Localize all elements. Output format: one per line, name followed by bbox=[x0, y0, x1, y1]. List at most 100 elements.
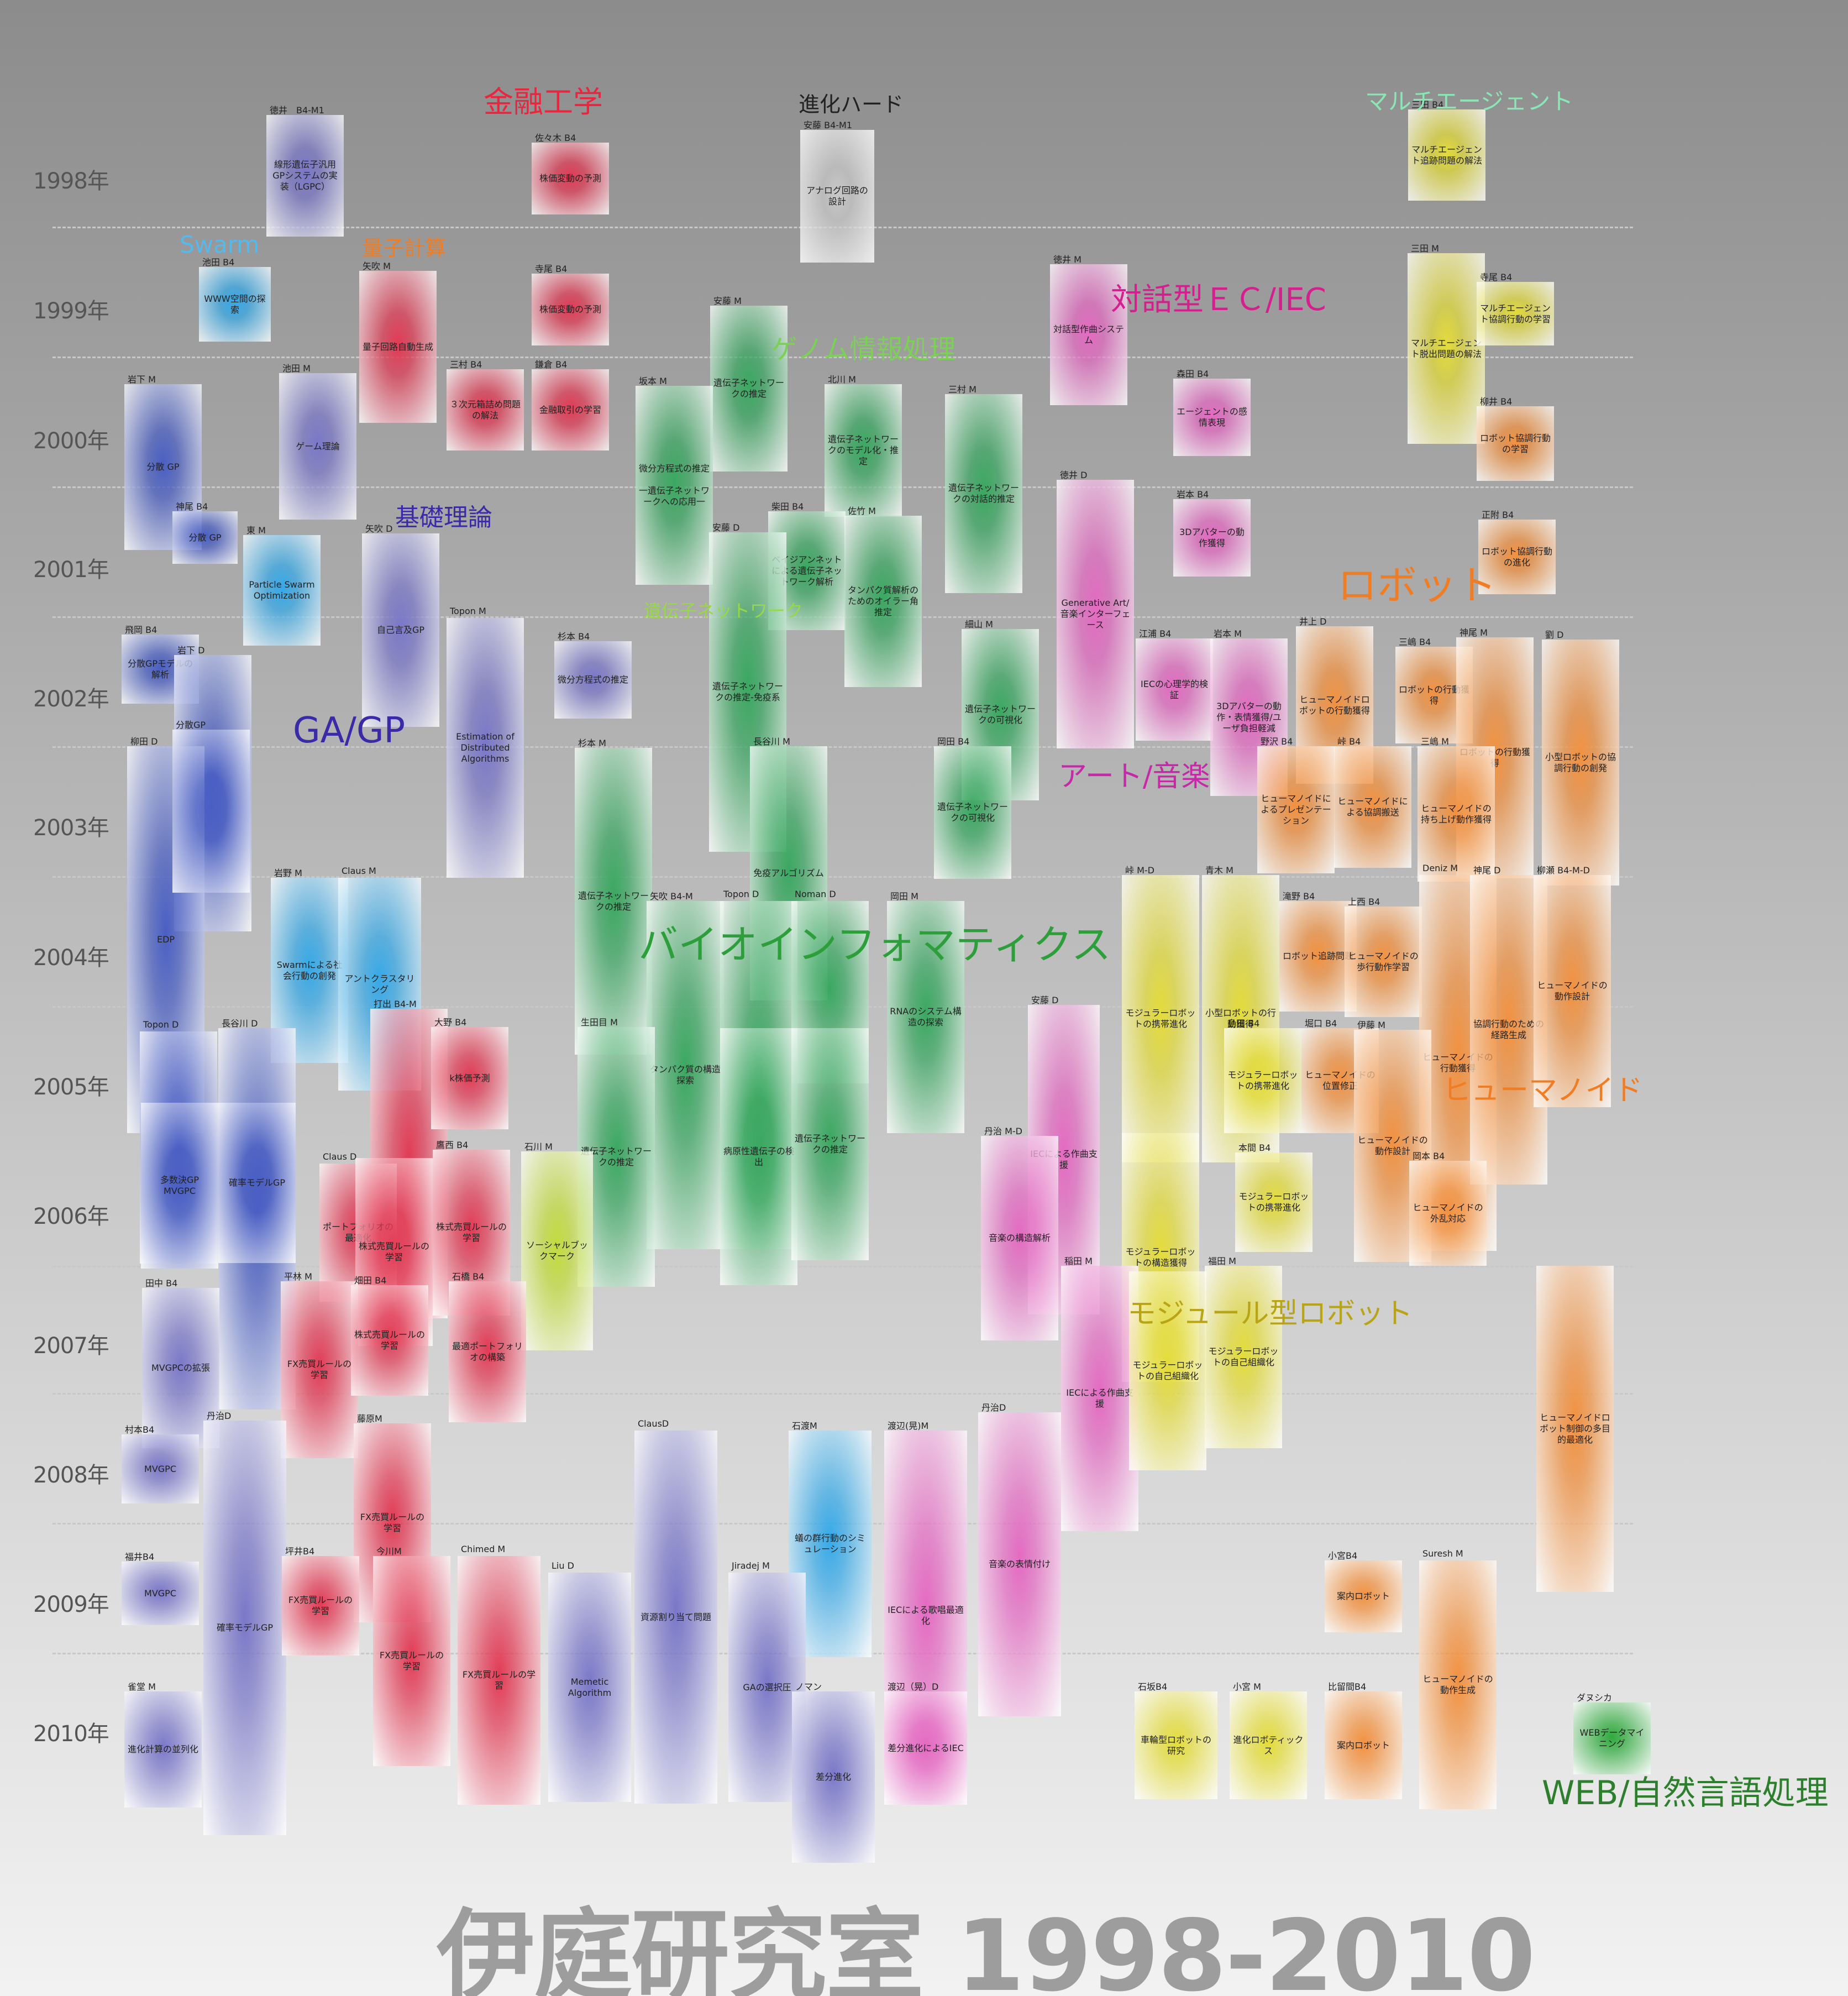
research-title: 差分進化 bbox=[815, 1772, 851, 1782]
researcher-name: 打出 B4-M bbox=[374, 999, 417, 1009]
research-title: ヒューマノイドによる協調搬送 bbox=[1337, 796, 1408, 818]
research-title: 車輪型ロボットの研究 bbox=[1140, 1734, 1211, 1756]
research-card: 遺伝子ネットワークの推定 bbox=[575, 748, 652, 1055]
research-card: WWW空間の探索 bbox=[199, 267, 271, 342]
research-card: 株価変動の予測 bbox=[532, 274, 609, 345]
research-title: 遺伝子ネットワークの可視化 bbox=[937, 801, 1008, 823]
researcher-name: 徳井 M bbox=[1053, 254, 1082, 265]
research-title: 免疫アルゴリズム bbox=[753, 868, 824, 878]
research-title: 株価変動の予測 bbox=[539, 304, 601, 315]
research-card: ヒューマノイドによるプレゼンテーション bbox=[1257, 746, 1335, 873]
researcher-name: 三村 M bbox=[948, 384, 977, 395]
research-title: 線形遺伝子汎用GPシステムの実装（LGPC） bbox=[272, 159, 338, 192]
year-label: 2010年 bbox=[33, 1721, 109, 1747]
research-card: 微分方程式の推定 一遺伝子ネットワークへの応用一 bbox=[636, 386, 713, 585]
research-card: WEBデータマイニング bbox=[1573, 1702, 1651, 1774]
research-title: 資源割り当て問題 bbox=[640, 1611, 711, 1622]
year-label: 1998年 bbox=[33, 169, 109, 194]
researcher-name: 伊藤 M bbox=[1357, 1020, 1385, 1030]
research-title: モジュラーロボットの自己組織化 bbox=[1208, 1346, 1279, 1368]
research-card: 確率モデルGP bbox=[203, 1421, 286, 1835]
researcher-name: 東 M bbox=[246, 525, 266, 536]
research-title: 株価変動の予測 bbox=[539, 173, 601, 184]
researcher-name: 飛岡 B4 bbox=[125, 625, 158, 635]
year-label: 1999年 bbox=[33, 298, 109, 324]
researcher-name: 三嶋 M bbox=[1421, 736, 1449, 747]
researcher-name: 鎌倉 B4 bbox=[535, 359, 568, 370]
researcher-name: 杉本 M bbox=[578, 738, 606, 748]
researcher-name: ClausD bbox=[638, 1418, 669, 1429]
research-title: GAの選択圧 bbox=[743, 1681, 791, 1693]
research-card: FX売買ルールの学習 bbox=[458, 1556, 540, 1805]
research-title: 遺伝子ネットワークの可視化 bbox=[964, 704, 1036, 725]
grid-line bbox=[53, 1266, 1633, 1267]
research-title: 小型ロボットの行動獲得 bbox=[1205, 1008, 1276, 1029]
researcher-name: 滝野 B4 bbox=[1283, 891, 1315, 902]
researcher-name: 長谷川 M bbox=[753, 736, 790, 747]
research-title: 遺伝子ネットワークの推定 bbox=[794, 1133, 865, 1155]
research-title: 案内ロボット bbox=[1336, 1740, 1390, 1751]
researcher-name: Suresh M bbox=[1422, 1548, 1463, 1559]
researcher-name: 石渡M bbox=[792, 1421, 817, 1431]
research-card: 音楽の表情付け bbox=[978, 1412, 1061, 1716]
research-card: ヒューマノイドの外乱対応 bbox=[1409, 1161, 1487, 1266]
research-title: WWW空間の探索 bbox=[204, 293, 266, 315]
research-title: 株式売買ルールの学習 bbox=[435, 1222, 507, 1243]
research-title: 遺伝子ネットワークの推定-免疫系 bbox=[712, 681, 783, 703]
research-title: モジュラーロボットの構造獲得 bbox=[1125, 1246, 1196, 1268]
research-card: 最適ポートフォリオの構築 bbox=[449, 1281, 526, 1422]
researcher-name: 池田 B4 bbox=[202, 257, 235, 268]
research-title: ロボットの行動獲得 bbox=[1398, 684, 1469, 706]
researcher-name: Chimed M bbox=[461, 1544, 506, 1554]
research-title: 分散 GP bbox=[146, 462, 180, 472]
researcher-name: 峠 B4 bbox=[1337, 736, 1361, 747]
research-card: 3Dアバターの動作・表情獲得/ユーザ負担軽減 bbox=[1210, 638, 1288, 796]
research-card: モジュラーロボットの自己組織化 bbox=[1205, 1266, 1282, 1448]
research-title: ロボット追跡問題 bbox=[1282, 951, 1353, 961]
researcher-name: 坂本 M bbox=[639, 376, 667, 386]
research-title: Estimation of Distributed Algorithms bbox=[456, 731, 514, 764]
research-title: IECによる作曲支援 bbox=[1066, 1387, 1133, 1409]
research-card: 車輪型ロボットの研究 bbox=[1135, 1691, 1217, 1799]
category-label: マルチエージェント bbox=[1365, 88, 1574, 115]
researcher-name: 岩野 M bbox=[274, 868, 302, 878]
research-card: ロボット追跡問題 bbox=[1279, 901, 1357, 1012]
research-card: ロボット協調行動の学習 bbox=[1477, 406, 1554, 481]
researcher-name: 池田 M bbox=[282, 363, 311, 374]
researcher-name: 雀堂 M bbox=[128, 1681, 156, 1692]
research-card: MVGPC bbox=[122, 1434, 199, 1503]
research-card: 案内ロボット bbox=[1325, 1560, 1402, 1632]
research-card: 遺伝子ネットワークの推定 bbox=[791, 1028, 869, 1260]
researcher-name: 渡辺（晃）D bbox=[888, 1681, 939, 1692]
research-card: 金融取引の学習 bbox=[532, 369, 609, 450]
researcher-name: 石川 M bbox=[524, 1141, 553, 1152]
researcher-name: 柳瀬 B4-M-D bbox=[1537, 865, 1590, 876]
research-card: 株式売買ルールの学習 bbox=[351, 1285, 428, 1396]
research-title: MVGPCの拡張 bbox=[151, 1363, 210, 1373]
researcher-name: 福井B4 bbox=[125, 1552, 155, 1562]
research-title: 最適ポートフォリオの構築 bbox=[452, 1340, 523, 1363]
researcher-name: 寺尾 B4 bbox=[535, 264, 568, 274]
research-card: 株価変動の予測 bbox=[532, 143, 609, 214]
category-label: 対話型ＥＣ/IEC bbox=[1111, 282, 1326, 318]
year-label: 2009年 bbox=[33, 1592, 109, 1617]
research-title: 3Dアバターの動作・表情獲得/ユーザ負担軽減 bbox=[1216, 700, 1282, 734]
research-title: EDP bbox=[156, 934, 175, 945]
research-title: マルチエージェント追跡問題の解法 bbox=[1411, 144, 1482, 166]
category-label: Swarm bbox=[180, 231, 260, 258]
researcher-name: 上西 B4 bbox=[1348, 897, 1380, 907]
grid-line bbox=[53, 357, 1633, 358]
research-title: FX売買ルールの学習 bbox=[287, 1359, 352, 1380]
research-card: 分散 GP bbox=[172, 511, 238, 564]
research-card: FX売買ルールの学習 bbox=[281, 1281, 358, 1458]
grid-line bbox=[53, 1393, 1633, 1395]
research-card: Generative Art/音楽インターフェース bbox=[1057, 480, 1134, 748]
category-label: 進化ハード bbox=[799, 92, 904, 117]
category-label: ロボット bbox=[1337, 562, 1497, 609]
researcher-name: 北川 M bbox=[828, 374, 856, 385]
category-label: WEB/自然言語処理 bbox=[1542, 1774, 1829, 1812]
research-title: ゲーム理論 bbox=[296, 441, 340, 452]
researcher-name: 神尾 M bbox=[1460, 627, 1488, 638]
research-card: ヒューマノイドの動作設計 bbox=[1534, 875, 1611, 1107]
research-card: IECの心理学的検証 bbox=[1136, 638, 1213, 741]
